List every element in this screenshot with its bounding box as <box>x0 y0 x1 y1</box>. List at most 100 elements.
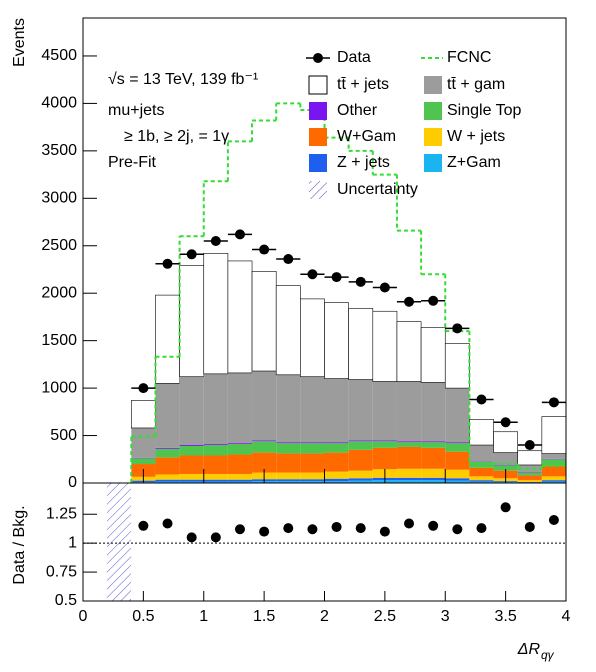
ratio-point <box>524 521 535 532</box>
y-tick-label: 2000 <box>41 284 77 301</box>
stack-bar <box>252 452 277 473</box>
stack-bar <box>300 298 325 378</box>
stack-bar <box>469 445 494 462</box>
data-point <box>452 323 463 334</box>
ratio-y-axis-label: Data / Bkg. <box>11 505 28 584</box>
stack-bar <box>227 444 253 455</box>
stack-bar <box>445 478 470 481</box>
stack-bar <box>155 479 180 482</box>
stack-bar <box>155 383 180 448</box>
stack-bar <box>469 467 494 477</box>
stack-bar <box>541 480 566 482</box>
stack-bar <box>445 388 470 443</box>
stack-bar <box>324 471 349 479</box>
ratio-point <box>500 502 511 513</box>
stack-bar <box>276 374 301 443</box>
y-tick-label: 1 <box>68 534 77 551</box>
stack-bar <box>493 452 518 466</box>
stack-bar <box>348 379 373 441</box>
stack-bar <box>324 378 349 443</box>
stack-bar <box>179 473 204 480</box>
data-point <box>500 417 511 428</box>
stack-bar <box>445 442 470 444</box>
x-tick-label: 4 <box>562 608 571 625</box>
y-tick-label: 4000 <box>41 95 77 112</box>
stack-bar <box>469 480 494 482</box>
y-tick-label: 0 <box>68 474 77 491</box>
legend-swatch <box>309 154 327 172</box>
stack-bar <box>445 443 470 452</box>
data-point <box>307 269 318 280</box>
ratio-point <box>355 523 366 534</box>
stack-bar <box>227 481 253 483</box>
y-tick-label: 3500 <box>41 142 77 159</box>
data-point <box>283 254 294 265</box>
stack-bar <box>203 455 228 474</box>
stack-bar <box>421 468 446 478</box>
stack-bar <box>203 479 228 482</box>
data-point <box>162 258 173 269</box>
x-tick-label: 3 <box>441 608 450 625</box>
legend-swatch <box>424 102 442 120</box>
ratio-point <box>186 532 197 543</box>
stack-bar <box>300 376 325 443</box>
stack-bar <box>396 442 422 447</box>
stack-bar <box>227 260 253 374</box>
stack-bar <box>324 442 349 444</box>
y-tick-label: 2500 <box>41 237 77 254</box>
data-point <box>428 295 439 306</box>
stack-bar <box>300 479 325 482</box>
stack-bar <box>396 477 422 481</box>
stack-bar <box>251 271 277 372</box>
stack-bar <box>179 445 204 456</box>
stack-bar <box>227 473 253 480</box>
legend-label: Other <box>337 102 378 119</box>
legend-data-marker <box>313 53 323 63</box>
stack-bar <box>396 321 422 382</box>
stack-bar <box>252 371 277 441</box>
stack-bar <box>517 450 543 466</box>
stack-bar <box>445 469 470 479</box>
stack-bar <box>300 442 325 444</box>
plot-area <box>130 102 567 483</box>
data-point <box>404 296 415 307</box>
ratio-point <box>259 526 270 537</box>
ratio-point <box>210 532 221 543</box>
legend-swatch <box>309 102 327 120</box>
stack-bar <box>421 480 446 483</box>
data-point <box>524 440 535 451</box>
y-tick-label: 1000 <box>41 379 77 396</box>
stack-bar <box>276 453 301 473</box>
annotation: ≥ 1b, ≥ 2j, = 1γ <box>124 128 229 145</box>
data-point <box>259 244 270 255</box>
ratio-point <box>428 520 439 531</box>
y-tick-label: 1500 <box>41 332 77 349</box>
stack-bar <box>372 310 398 382</box>
stack-bar <box>275 285 301 376</box>
stack-bar <box>179 455 204 474</box>
legend-swatch <box>424 154 442 172</box>
stack-bar <box>227 479 253 482</box>
stack-bar <box>421 477 446 481</box>
stack-bar <box>324 478 349 482</box>
x-tick-label: 2 <box>320 608 329 625</box>
stack-bar <box>203 444 228 446</box>
legend-label: FCNC <box>447 49 491 66</box>
stack-bar <box>276 481 301 483</box>
stack-bar <box>179 481 204 483</box>
stack-bar <box>155 474 180 480</box>
stack-bar <box>203 473 228 480</box>
stack-bar <box>469 419 494 446</box>
x-tick-label: 1 <box>199 608 208 625</box>
stack-bar <box>421 442 446 448</box>
stack-bar <box>541 476 566 481</box>
data-point <box>379 282 390 293</box>
data-point <box>138 383 149 394</box>
legend-swatch <box>424 128 442 146</box>
legend-label: Z+Gam <box>447 154 501 171</box>
legend-label: W+Gam <box>337 128 396 145</box>
data-point <box>331 272 342 283</box>
x-axis-label: ΔR <box>517 641 541 658</box>
stack-bar <box>300 481 325 483</box>
